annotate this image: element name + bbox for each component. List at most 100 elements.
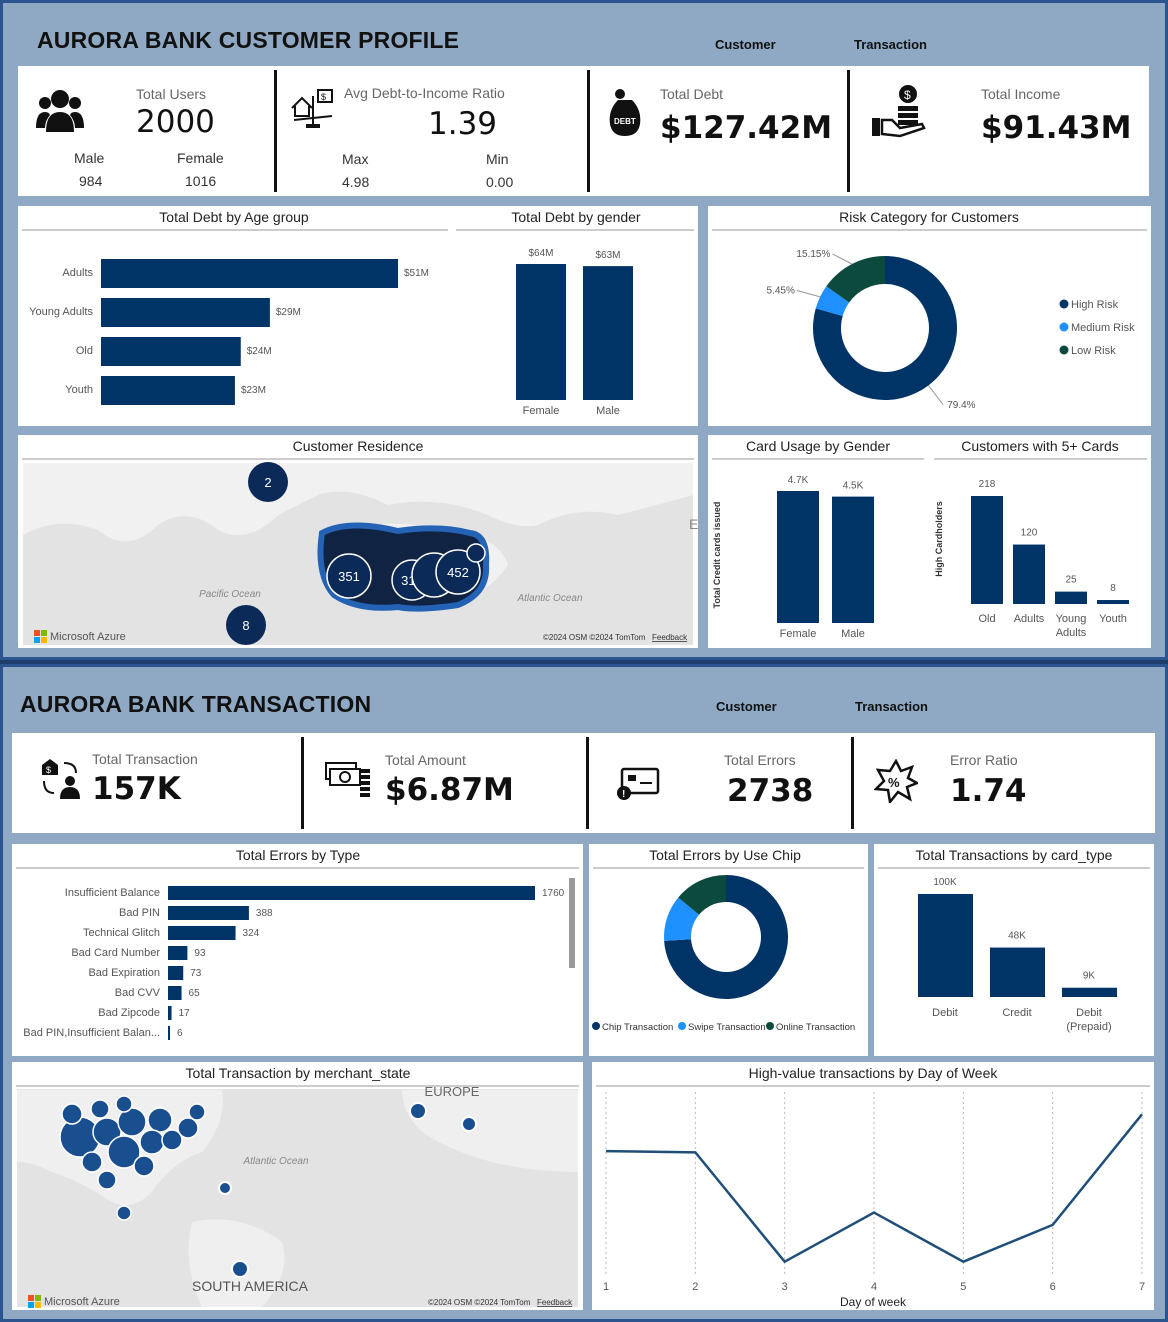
house-scale-icon: $ <box>288 86 338 135</box>
risk-legend-label[interactable]: Low Risk <box>1071 345 1116 357</box>
map-bubble[interactable] <box>409 1102 427 1120</box>
chip-legend-swatch <box>592 1022 600 1030</box>
merchant-map-svg[interactable]: Total Transaction by merchant_state EURO… <box>12 1062 583 1310</box>
map-bubble[interactable] <box>461 1116 477 1132</box>
kpi-divider <box>586 737 589 829</box>
chip-legend-label[interactable]: Online Transaction <box>776 1022 855 1033</box>
risk-data-label: 15.15% <box>796 249 830 260</box>
error-type-tick-label: Bad CVV <box>115 987 161 999</box>
microsoft-azure-logo <box>34 630 47 643</box>
error-type-bar[interactable] <box>168 966 184 980</box>
dti-label: Avg Debt-to-Income Ratio <box>344 85 505 101</box>
female-value: 1016 <box>185 173 217 189</box>
map-feedback-link[interactable]: Feedback <box>652 633 688 642</box>
five-plus-bar[interactable] <box>971 496 1003 604</box>
map-attribution: ©2024 OSM ©2024 TomTom <box>543 633 646 642</box>
map-bubble[interactable] <box>466 543 486 563</box>
percent-burst-icon: % <box>873 758 920 808</box>
tx-by-card-type-svg: Total Transactions by card_type 100K Debi… <box>878 847 1150 1033</box>
map-feedback-link[interactable]: Feedback <box>537 1298 573 1307</box>
five-plus-bar[interactable] <box>1013 544 1045 604</box>
nav-transaction-button[interactable]: Transaction <box>855 699 928 714</box>
kpi-band: $ Total Transaction 157K Total Amount $6… <box>12 733 1155 833</box>
error-type-bar[interactable] <box>168 986 182 1000</box>
gender-bar[interactable] <box>516 264 566 400</box>
error-type-bar[interactable] <box>168 1006 172 1020</box>
risk-slice[interactable] <box>813 256 957 400</box>
five-plus-data-label: 120 <box>1021 528 1038 539</box>
nav-customer-button[interactable]: Customer <box>716 699 777 714</box>
map-bubble[interactable]: 452 <box>435 549 481 595</box>
error-type-bar[interactable] <box>168 946 188 960</box>
merchant-map-panel: Total Transaction by merchant_state EURO… <box>12 1062 583 1310</box>
chip-slice[interactable] <box>664 875 788 999</box>
age-tick-label: Young Adults <box>29 306 93 318</box>
transaction-dashboard: AURORA BANK TRANSACTION Customer Transac… <box>0 664 1168 1322</box>
card-usage-tick-label: Female <box>780 628 817 640</box>
card-usage-tick-label: Male <box>841 628 865 640</box>
chip-legend-swatch <box>766 1022 774 1030</box>
high-value-panel: High-value transactions by Day of Week 1… <box>592 1062 1154 1310</box>
card-type-bar[interactable] <box>990 947 1045 997</box>
male-value: 984 <box>79 173 103 189</box>
risk-svg: Risk Category for Customers 79.4% 5.45% 15… <box>712 209 1147 411</box>
card-type-tick-label: Credit <box>1002 1007 1031 1019</box>
kpi-divider <box>847 70 850 192</box>
card-usage-data-label: 4.7K <box>788 475 809 486</box>
nav-customer-button[interactable]: Customer <box>715 37 776 52</box>
map-bubble[interactable] <box>218 1181 232 1195</box>
map-bubble[interactable]: 2 <box>248 462 288 502</box>
age-bar[interactable] <box>101 259 398 288</box>
five-plus-tick-label: Adults <box>1056 627 1087 639</box>
page-title: AURORA BANK CUSTOMER PROFILE <box>37 27 460 53</box>
error-type-bar[interactable] <box>168 926 236 940</box>
age-tick-label: Adults <box>62 267 93 279</box>
error-type-tick-label: Bad Card Number <box>71 947 160 959</box>
map-bubble-cluster[interactable] <box>59 1095 206 1221</box>
errors-by-type-svg: Total Errors by Type Insufficient Balanc… <box>16 847 579 1040</box>
map-brand: Microsoft Azure <box>50 631 126 643</box>
x-tick-label: 1 <box>603 1281 609 1293</box>
card-usage-bar[interactable] <box>777 491 819 623</box>
five-plus-bar[interactable] <box>1097 600 1129 604</box>
risk-slice[interactable] <box>826 256 885 303</box>
min-label: Min <box>486 151 509 167</box>
error-type-bar[interactable] <box>168 1026 170 1040</box>
errors-by-type-title: Total Errors by Type <box>236 847 360 863</box>
error-type-tick-label: Bad Expiration <box>88 967 160 979</box>
map-bubble[interactable] <box>231 1260 249 1278</box>
card-type-bar[interactable] <box>918 894 973 997</box>
risk-legend-label[interactable]: Medium Risk <box>1071 322 1135 334</box>
atlantic-ocean-label: Atlantic Ocean <box>242 1156 308 1167</box>
risk-leader-line <box>928 385 944 406</box>
error-type-data-label: 73 <box>190 968 202 979</box>
age-tick-label: Old <box>76 345 93 357</box>
map-bubble[interactable]: 351 <box>326 553 372 599</box>
risk-data-label: 79.4% <box>947 400 975 411</box>
age-bar[interactable] <box>101 298 270 327</box>
five-plus-bar[interactable] <box>1055 591 1087 604</box>
risk-slice[interactable] <box>815 286 850 316</box>
card-type-tick-label: (Prepaid) <box>1066 1021 1111 1033</box>
scrollbar[interactable] <box>569 878 575 968</box>
error-type-data-label: 17 <box>179 1008 191 1019</box>
card-type-bar[interactable] <box>1062 987 1117 997</box>
chip-slice[interactable] <box>664 897 700 941</box>
age-bar[interactable] <box>101 376 235 405</box>
residence-map-svg[interactable]: Customer Residence Pacific Ocean Atlanti… <box>18 435 698 648</box>
chip-legend-label[interactable]: Swipe Transaction <box>688 1022 766 1033</box>
error-type-data-label: 324 <box>243 928 260 939</box>
chip-slice[interactable] <box>678 875 726 915</box>
nav-transaction-button[interactable]: Transaction <box>854 37 927 52</box>
risk-legend-label[interactable]: High Risk <box>1071 299 1119 311</box>
age-bar[interactable] <box>101 337 241 366</box>
chip-legend-label[interactable]: Chip Transaction <box>602 1022 673 1033</box>
card-usage-bar[interactable] <box>832 496 874 623</box>
debt-charts-panel: Total Debt by Age group Adults $51M Young … <box>18 206 698 426</box>
gender-bar[interactable] <box>583 266 633 400</box>
map-bubble[interactable]: 8 <box>226 605 266 645</box>
error-type-bar[interactable] <box>168 906 249 920</box>
errors-by-chip-panel: Total Errors by Use Chip Chip Transactio… <box>589 844 868 1056</box>
high-value-line[interactable] <box>605 1113 1143 1264</box>
error-type-bar[interactable] <box>168 886 535 900</box>
